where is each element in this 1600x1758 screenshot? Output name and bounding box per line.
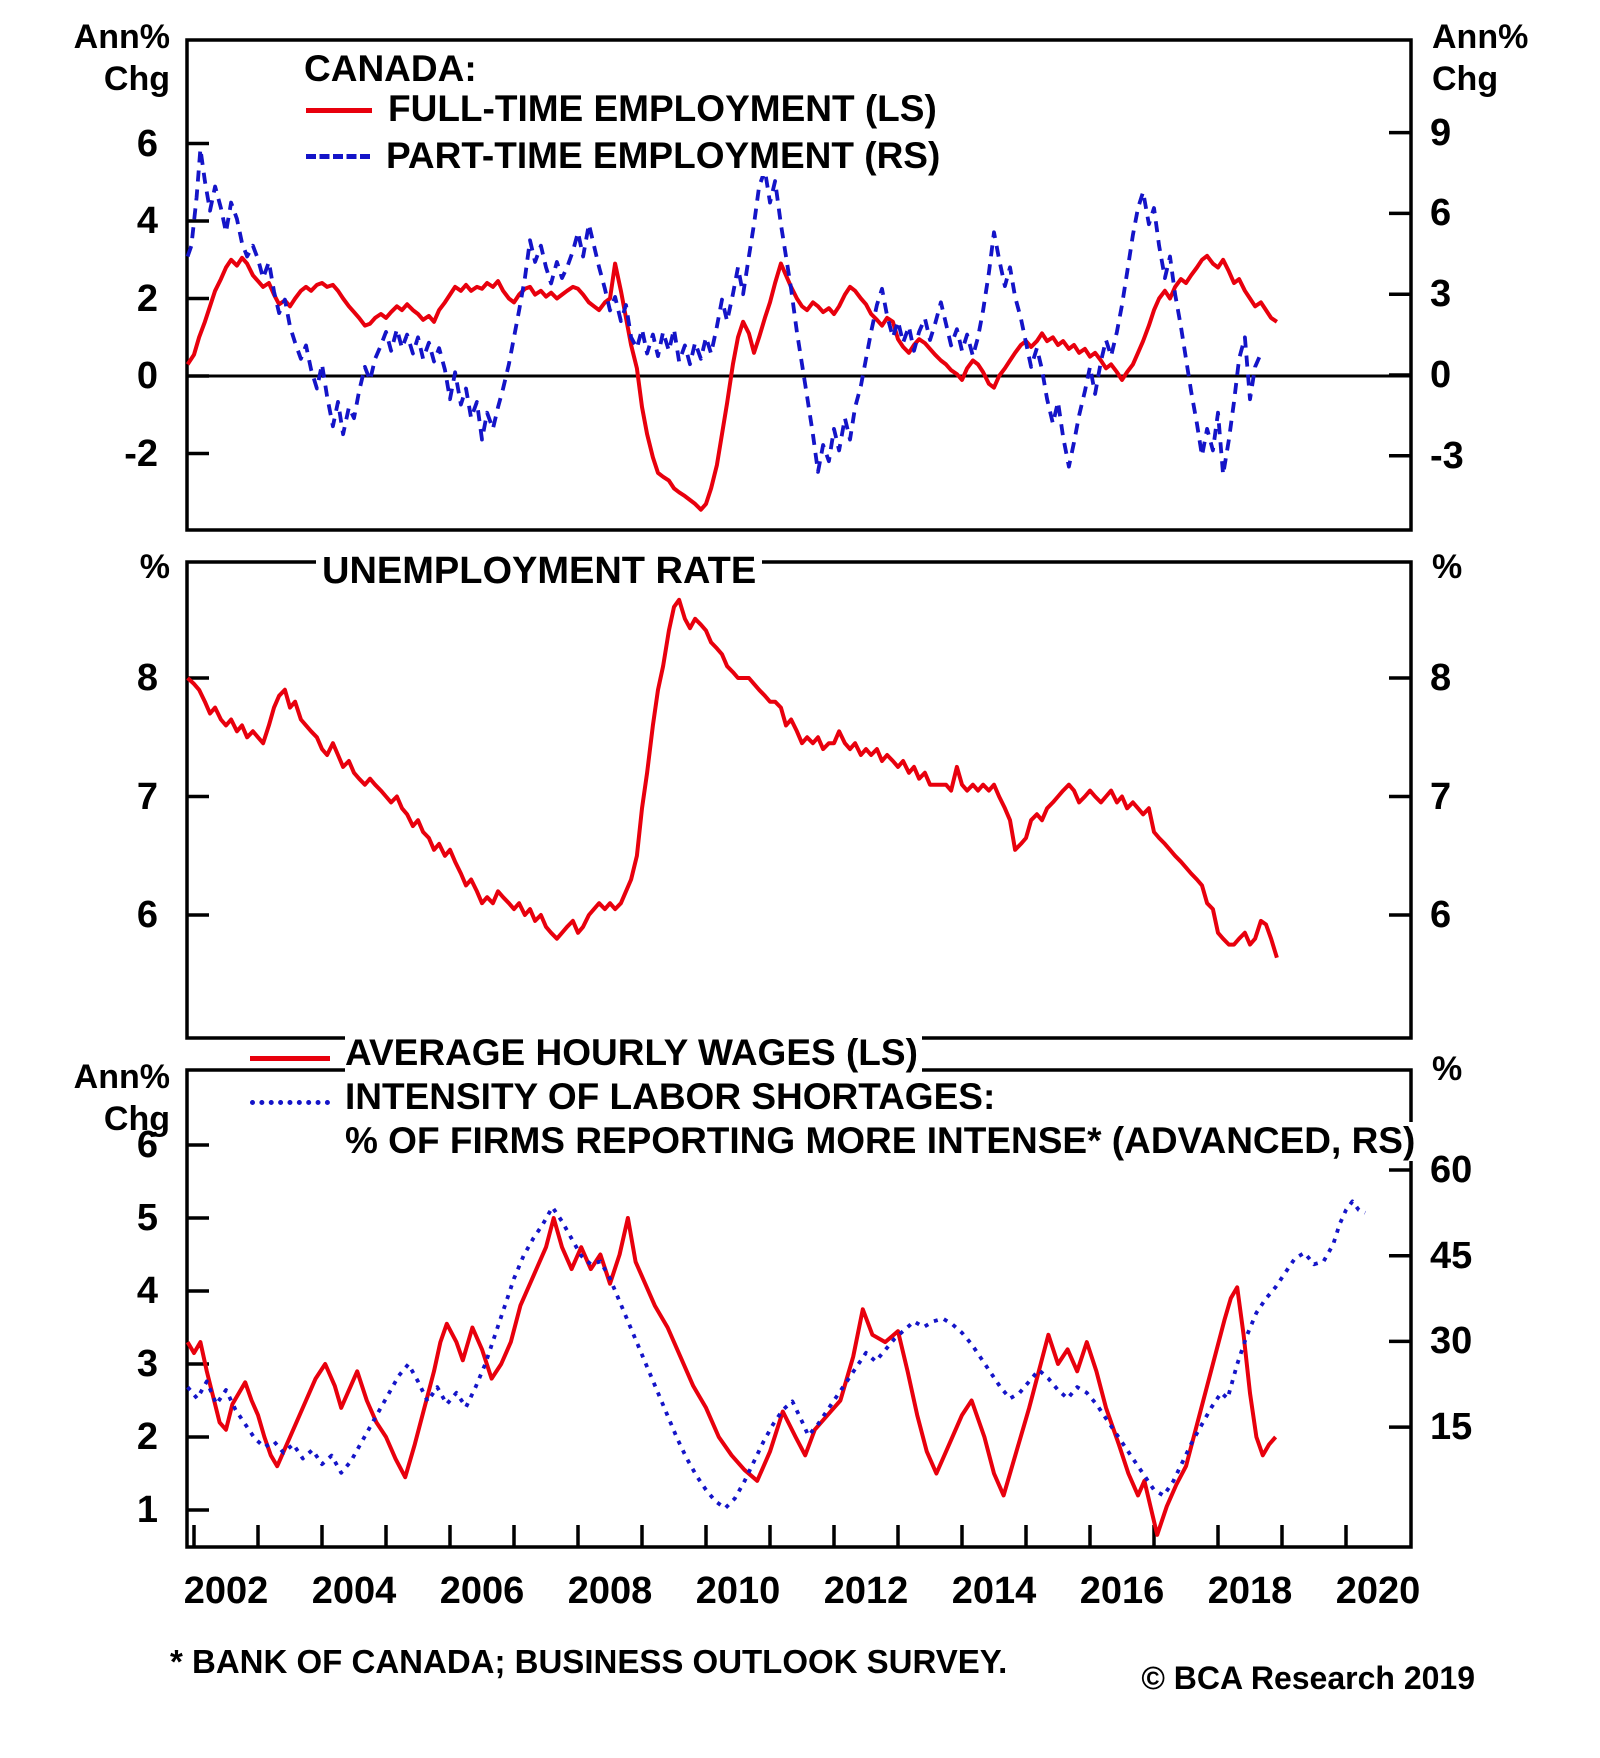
series-full-time-employment-ls	[185, 253, 1279, 512]
panel3-right-tick-label: 60	[1430, 1149, 1473, 1191]
x-axis-year-label: 2016	[1079, 1570, 1165, 1612]
series-unemployment-rate	[186, 597, 1279, 959]
panel1-left-unit-line2: Chg	[103, 60, 170, 98]
x-axis-year-label: 2014	[951, 1570, 1037, 1612]
panel1-left-tick-label: -2	[124, 433, 158, 475]
panel1-left-tick-label: 6	[136, 123, 158, 165]
x-axis-year-label: 2004	[311, 1570, 397, 1612]
panel1-right-unit-line2: Chg	[1432, 60, 1499, 98]
panel2-right-tick-label: 6	[1430, 894, 1452, 936]
panel1-right-tick-label: 0	[1430, 354, 1452, 396]
panel3-legend-shortages-line1: INTENSITY OF LABOR SHORTAGES:	[345, 1077, 1000, 1117]
series-part-time-employment-rs	[185, 146, 1263, 477]
panel1-right-tick-label: 6	[1430, 192, 1452, 234]
copyright: © BCA Research 2019	[1141, 1660, 1475, 1696]
panel3-right-tick-label: 15	[1430, 1406, 1473, 1448]
panel1-left-unit-line1: Ann%	[73, 18, 170, 56]
x-axis-year-label: 2018	[1207, 1570, 1293, 1612]
x-axis-year-label: 2010	[695, 1570, 781, 1612]
panel3-left-unit-line1: Ann%	[73, 1058, 170, 1096]
panel3-left-tick-label: 4	[136, 1270, 158, 1312]
shortages-legend-line-sample	[250, 1100, 330, 1105]
panel1-right-tick-label: -3	[1430, 435, 1464, 477]
panel1-legend-part-time: PART-TIME EMPLOYMENT (RS)	[386, 136, 945, 176]
panel1-left-tick-label: 4	[136, 200, 158, 242]
x-axis-year-label: 2002	[183, 1570, 269, 1612]
panel2-left-tick-label: 8	[136, 657, 158, 699]
panel3-right-unit: %	[1432, 1050, 1463, 1088]
x-axis-year-label: 2006	[439, 1570, 525, 1612]
panel1-legend-heading: CANADA:	[304, 49, 481, 89]
panel3-left-unit-line2: Chg	[103, 1100, 170, 1138]
panel2-right-tick-label: 7	[1430, 776, 1452, 818]
x-axis-year-label: 2012	[823, 1570, 909, 1612]
panel1-legend-full-time: FULL-TIME EMPLOYMENT (LS)	[388, 89, 941, 129]
panel3-left-tick-label: 3	[136, 1343, 158, 1385]
x-axis-year-label: 2020	[1335, 1570, 1421, 1612]
panel1-left-tick-label: 2	[136, 278, 158, 320]
footnote: * BANK OF CANADA; BUSINESS OUTLOOK SURVE…	[170, 1643, 1008, 1680]
panel1-right-tick-label: 9	[1430, 112, 1452, 154]
full-time-legend-line-sample	[306, 108, 372, 113]
panel3-legend-shortages-line2: % OF FIRMS REPORTING MORE INTENSE* (ADVA…	[345, 1121, 1420, 1161]
wages-legend-line-sample	[250, 1056, 330, 1061]
panel1-right-unit-line1: Ann%	[1432, 18, 1529, 56]
series-average-hourly-wages-ls	[185, 1216, 1278, 1537]
panel2-right-tick-label: 8	[1430, 657, 1452, 699]
panel1-right-tick-label: 3	[1430, 273, 1452, 315]
panel3-right-tick-label: 30	[1430, 1320, 1473, 1362]
panel3-left-tick-label: 5	[136, 1197, 158, 1239]
panel3-left-tick-label: 1	[136, 1489, 158, 1531]
panel3-right-tick-label: 45	[1430, 1235, 1473, 1277]
panel3-left-tick-label: 6	[136, 1124, 158, 1166]
part-time-legend-line-sample	[306, 154, 370, 159]
panel1-left-tick-label: 0	[136, 355, 158, 397]
panel2-title: UNEMPLOYMENT RATE	[316, 551, 763, 592]
panel2-left-tick-label: 7	[136, 776, 158, 818]
panel2-left-tick-label: 6	[136, 894, 158, 936]
x-axis-year-label: 2008	[567, 1570, 653, 1612]
panel2-left-unit: %	[139, 548, 170, 586]
panel2-frame	[185, 560, 1413, 1040]
panel3-legend-wages: AVERAGE HOURLY WAGES (LS)	[345, 1033, 922, 1073]
panel3-left-tick-label: 2	[136, 1416, 158, 1458]
panel2-right-unit: %	[1432, 548, 1463, 586]
panel1-frame	[185, 38, 1413, 532]
